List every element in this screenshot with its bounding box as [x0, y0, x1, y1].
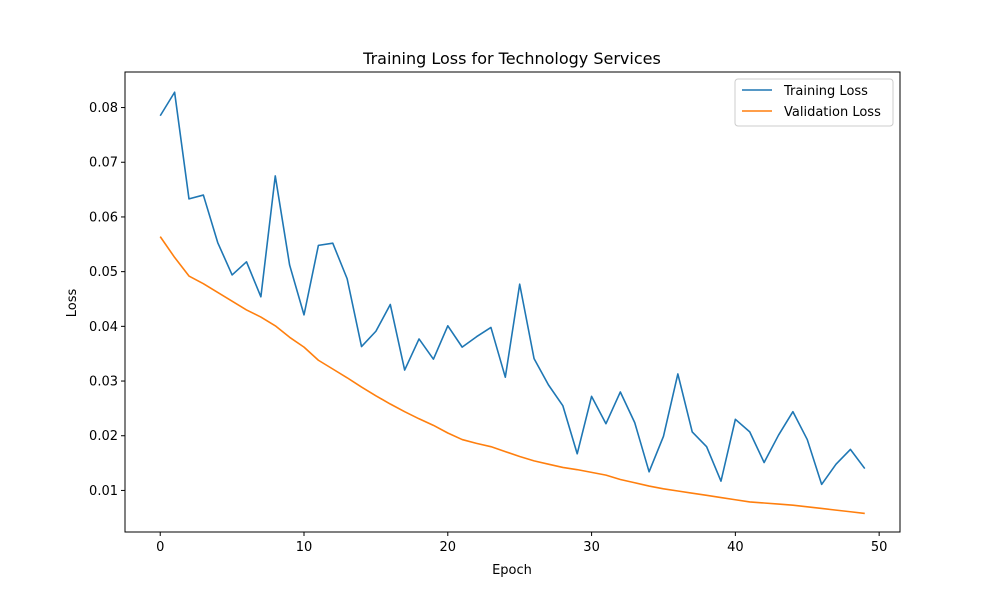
y-tick-label: 0.06	[89, 210, 118, 225]
x-tick-label: 0	[156, 540, 164, 555]
y-tick-label: 0.07	[89, 156, 118, 171]
x-axis: 0 10 20 30 40 50	[156, 532, 887, 555]
plot-frame	[124, 71, 901, 533]
x-axis-label: Epoch	[492, 563, 532, 578]
training-loss-line	[159, 91, 866, 486]
y-tick-label: 0.01	[89, 484, 118, 499]
y-axis-label: Loss	[65, 289, 80, 318]
x-tick-label: 10	[296, 540, 313, 555]
y-tick-label: 0.05	[89, 265, 118, 280]
chart-title: Training Loss for Technology Services	[362, 49, 661, 68]
validation-loss-line	[159, 236, 865, 515]
x-tick-label: 40	[727, 540, 744, 555]
plot-area	[124, 71, 901, 533]
x-tick-label: 50	[871, 540, 888, 555]
y-tick-label: 0.03	[89, 375, 118, 390]
legend: Training Loss Validation Loss	[734, 78, 894, 127]
y-tick-label: 0.08	[89, 101, 118, 116]
x-tick-label: 30	[583, 540, 600, 555]
x-tick-label: 20	[440, 540, 457, 555]
legend-box	[734, 78, 894, 127]
legend-label-training-loss: Training Loss	[783, 84, 868, 99]
y-axis: 0.01 0.02 0.03 0.04 0.05 0.06 0.07 0.08	[89, 101, 125, 499]
y-tick-label: 0.04	[89, 320, 118, 335]
y-tick-label: 0.02	[89, 429, 118, 444]
series-layer	[159, 91, 866, 515]
legend-label-validation-loss: Validation Loss	[784, 105, 881, 120]
